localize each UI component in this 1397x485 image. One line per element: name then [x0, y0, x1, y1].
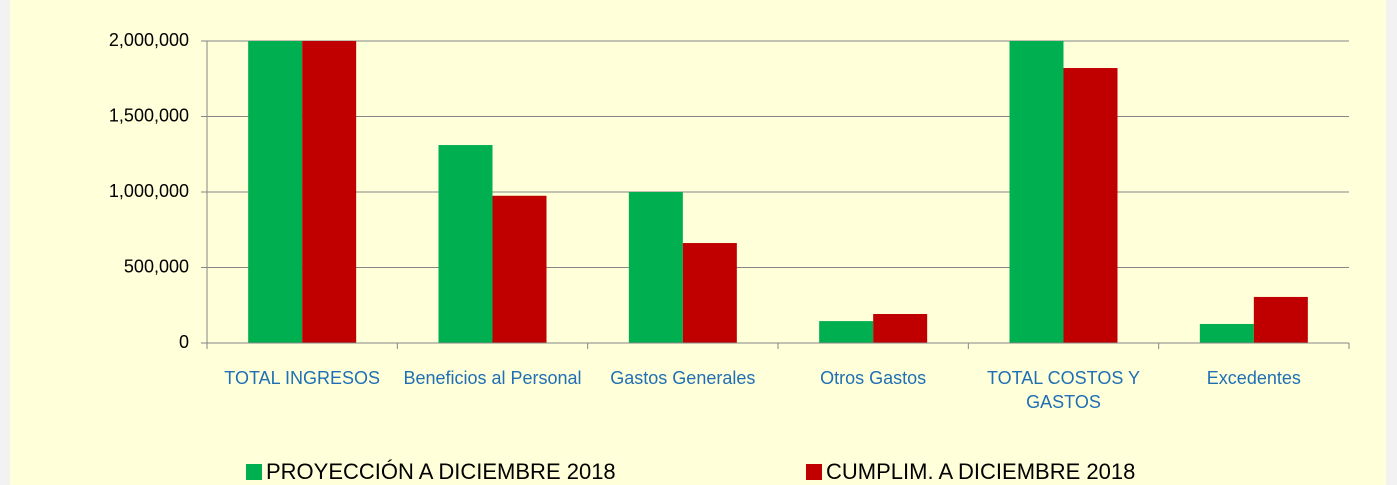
bar — [819, 321, 874, 343]
y-tick-label: 2,000,000 — [109, 30, 189, 50]
legend-swatch — [806, 464, 822, 480]
bar — [1063, 68, 1118, 344]
y-tick-label: 0 — [179, 332, 189, 352]
bar — [628, 192, 683, 343]
bar — [1253, 296, 1308, 343]
bar — [248, 41, 303, 343]
x-tick-label: TOTAL INGRESOS — [224, 368, 380, 388]
y-tick-label: 1,500,000 — [109, 105, 189, 125]
bar — [682, 243, 737, 343]
legend-label: CUMPLIM. A DICIEMBRE 2018 — [826, 459, 1135, 484]
y-tick-label: 500,000 — [124, 256, 189, 276]
chart-area: 0 500,000 1,000,000 1,500,000 2,000,000 PROYE… — [10, 0, 1386, 485]
bar — [492, 195, 547, 343]
bar — [873, 314, 928, 343]
bars — [248, 41, 1308, 344]
bar — [1199, 323, 1254, 343]
bar — [438, 145, 493, 343]
x-tick-label: Otros Gastos — [820, 368, 927, 388]
chart: 0 500,000 1,000,000 1,500,000 2,000,000 PROYE… — [109, 30, 1350, 484]
bar — [1009, 41, 1064, 343]
x-tick-label: TOTAL COSTOS Y GASTOS — [986, 368, 1141, 412]
x-tick-label: Gastos Generales — [610, 368, 756, 388]
y-tick-label: 1,000,000 — [109, 181, 189, 201]
x-tick-label: Excedentes — [1206, 368, 1301, 388]
bar — [302, 41, 357, 343]
legend-swatch — [246, 464, 262, 480]
x-tick-label: Beneficios al Personal — [403, 368, 582, 388]
legend-label: PROYECCIÓN A DICIEMBRE 2018 — [266, 459, 616, 484]
